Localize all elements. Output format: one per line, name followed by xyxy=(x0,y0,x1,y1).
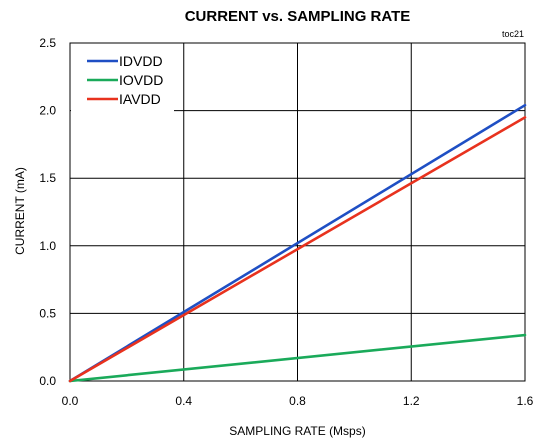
x-axis-label: SAMPLING RATE (Msps) xyxy=(229,424,366,438)
x-tick-label: 0.4 xyxy=(175,394,192,408)
figure-code: toc21 xyxy=(501,29,524,39)
series-line-iavdd xyxy=(68,116,527,383)
y-tick-label: 2.0 xyxy=(39,104,56,118)
y-tick-label: 0.5 xyxy=(39,306,56,320)
x-tick-label: 0.0 xyxy=(62,394,79,408)
chart-title: CURRENT vs. SAMPLING RATE xyxy=(184,8,411,25)
y-tick-label: 2.5 xyxy=(39,36,56,50)
legend-label-iavdd: IAVDD xyxy=(119,91,161,107)
y-tick-label: 1.0 xyxy=(39,239,56,253)
y-tick-label: 1.5 xyxy=(39,171,56,185)
series-line-idvdd xyxy=(68,103,527,383)
series-line-iovdd xyxy=(68,333,527,383)
x-tick-label: 1.6 xyxy=(517,394,534,408)
legend-label-idvdd: IDVDD xyxy=(119,53,163,69)
y-tick-label: 0.0 xyxy=(39,374,56,388)
x-tick-label: 1.2 xyxy=(403,394,420,408)
legend-label-iovdd: IOVDD xyxy=(119,72,163,88)
x-tick-label: 0.8 xyxy=(289,394,306,408)
